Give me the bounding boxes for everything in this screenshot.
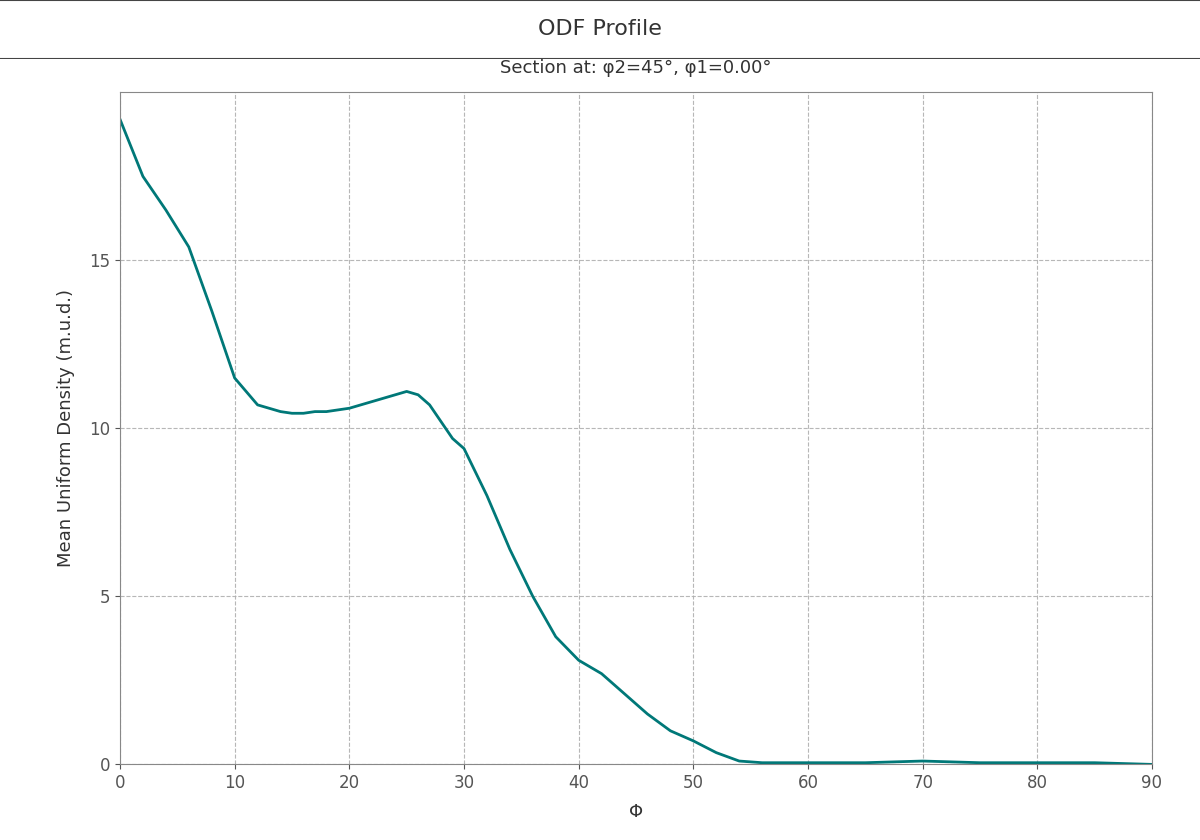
X-axis label: Φ: Φ [629,803,643,822]
Y-axis label: Mean Uniform Density (m.u.d.): Mean Uniform Density (m.u.d.) [58,290,76,567]
Text: ODF Profile: ODF Profile [538,19,662,39]
Title: Section at: φ2=45°, φ1=0.00°: Section at: φ2=45°, φ1=0.00° [500,59,772,77]
